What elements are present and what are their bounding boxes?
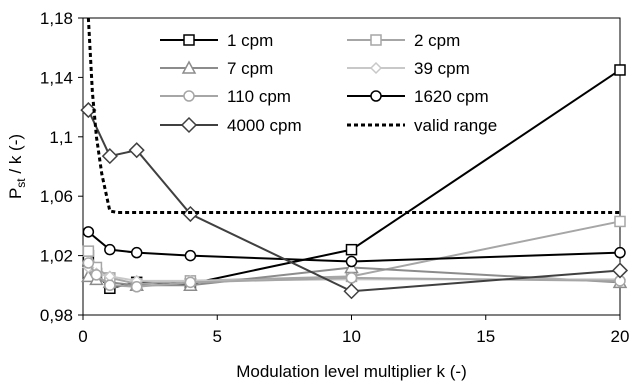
- y-tick-label: 1,06: [40, 187, 73, 206]
- legend-item-valid-range: valid range: [347, 116, 497, 135]
- legend-item-39-cpm: 39 cpm: [347, 59, 470, 78]
- data-point: [82, 245, 95, 257]
- legend-label: 1 cpm: [227, 31, 273, 50]
- data-point: [611, 262, 629, 279]
- axes-layer: 0 5 10 15 20 0,98 1,02 1,06 1,1 1,14 1,18: [40, 9, 630, 346]
- data-point: [128, 142, 145, 159]
- data-point: [345, 255, 358, 268]
- y-tick-label: 0,98: [40, 306, 73, 325]
- x-tick-label: 0: [78, 327, 87, 346]
- y-axis-title-rest: / k (-): [6, 134, 25, 178]
- data-point: [184, 249, 197, 262]
- data-point: [130, 281, 143, 293]
- legend-marker: [181, 60, 197, 74]
- legend-item-4000-cpm: 4000 cpm: [160, 116, 302, 135]
- series-line: [87, 109, 621, 293]
- legend-item-2-cpm: 2 cpm: [347, 31, 460, 50]
- legend-marker: [370, 90, 382, 102]
- x-tick-label: 15: [476, 327, 495, 346]
- y-tick-label: 1,1: [49, 128, 73, 147]
- data-point: [82, 257, 95, 269]
- y-tick-label: 1,02: [40, 247, 73, 266]
- legend-marker: [369, 61, 383, 75]
- y-tick-label: 1,14: [40, 68, 73, 87]
- data-point: [101, 148, 118, 165]
- series-110-cpm: [82, 257, 626, 293]
- legend-label: 4000 cpm: [227, 116, 302, 135]
- data-point: [614, 64, 626, 76]
- series-valid-range: [86, 17, 620, 215]
- legend-label: 110 cpm: [227, 87, 291, 106]
- legend-label: 2 cpm: [414, 31, 460, 50]
- data-point: [90, 269, 103, 281]
- data-point: [130, 246, 143, 259]
- x-tick-label: 10: [342, 327, 361, 346]
- series-line: [86, 17, 620, 215]
- series-layer: [80, 17, 629, 300]
- data-point: [104, 243, 116, 256]
- data-point: [184, 276, 197, 289]
- legend-marker: [180, 116, 198, 134]
- data-point: [82, 226, 95, 238]
- x-tick-label: 20: [611, 327, 630, 346]
- y-axis-title-subscript: st: [14, 178, 28, 188]
- legend-label: 39 cpm: [414, 59, 470, 78]
- legend-label: 1620 cpm: [414, 87, 489, 106]
- legend-marker: [183, 34, 195, 46]
- data-point: [80, 102, 97, 119]
- y-axis-title-main: P: [6, 188, 25, 199]
- data-point: [104, 279, 116, 292]
- legend-label: 7 cpm: [227, 59, 273, 78]
- series-4000-cpm: [80, 102, 629, 300]
- data-point: [343, 283, 360, 300]
- x-axis-title: Modulation level multiplier k (-): [236, 362, 467, 381]
- legend-item-1-cpm: 1 cpm: [160, 31, 273, 50]
- legend-marker: [370, 34, 382, 46]
- data-point: [345, 272, 358, 284]
- legend-label: valid range: [414, 116, 497, 135]
- legend-item-7-cpm: 7 cpm: [160, 59, 273, 78]
- series-1620-cpm: [82, 226, 626, 268]
- legend-item-1620-cpm: 1620 cpm: [347, 87, 489, 106]
- data-point: [614, 246, 626, 259]
- x-tick-label: 5: [213, 327, 222, 346]
- legend-item-110-cpm: 110 cpm: [160, 87, 291, 106]
- legend-marker: [183, 90, 195, 102]
- data-point: [345, 243, 358, 256]
- y-axis-title: Pst / k (-): [6, 134, 28, 199]
- y-tick-label: 1,18: [40, 9, 73, 28]
- data-point: [614, 215, 626, 228]
- legend: 1 cpm 2 cpm 7 cpm 39 cpm 110 cpm 1620 cpm 4000…: [160, 31, 497, 135]
